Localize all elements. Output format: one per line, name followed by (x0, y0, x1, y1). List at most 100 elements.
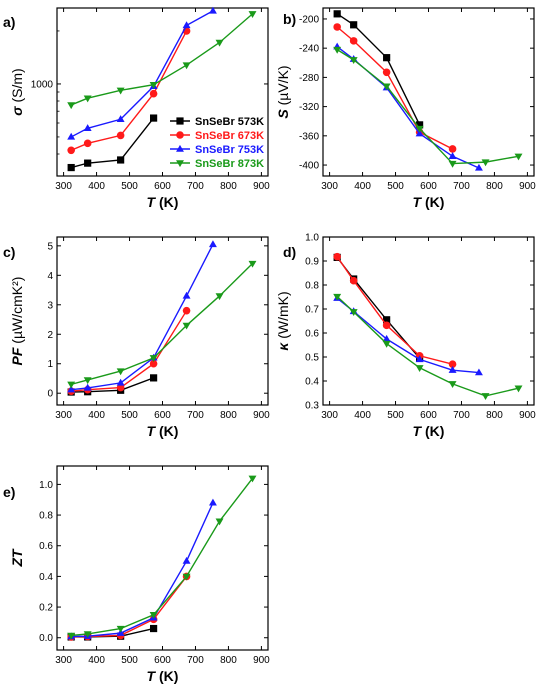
data-point (481, 393, 490, 401)
data-point (349, 309, 358, 317)
data-point (382, 321, 391, 330)
data-point (149, 114, 158, 122)
data-point (67, 163, 75, 172)
data-point (382, 83, 391, 91)
data-point (383, 54, 391, 62)
series-line (336, 297, 480, 374)
data-point (382, 340, 391, 348)
x-tick-label: 400 (88, 410, 105, 421)
x-axis-label: T (K) (147, 194, 179, 210)
data-point (215, 518, 224, 526)
y-tick-label: -400 (299, 161, 319, 172)
data-point (215, 293, 224, 301)
data-point (415, 129, 424, 137)
y-tick-label: -280 (299, 73, 319, 84)
data-point (481, 159, 490, 167)
data-point (149, 359, 158, 368)
data-point (117, 156, 125, 164)
y-axis-label: PF (µW/cmK²) (9, 277, 25, 366)
x-tick-label: 600 (154, 181, 171, 192)
x-tick-label: 300 (55, 410, 72, 421)
x-tick-label: 800 (486, 181, 503, 192)
legend: SnSeBr 573K SnSeBr 673K SnSeBr 753K SnSeBr … (170, 116, 264, 170)
data-point (67, 146, 75, 155)
x-tick-label: 500 (121, 655, 138, 666)
data-point (349, 276, 358, 285)
panel-d: 300 400 500 600 700 800 900 0.3 0.4 0.5 0.6 0.7 0.8 0… (275, 233, 536, 440)
x-tick-label: 300 (321, 410, 338, 421)
x-tick-label: 900 (253, 655, 270, 666)
x-tick-label: 500 (121, 181, 138, 192)
y-tick-label: 0.4 (39, 572, 53, 583)
data-point (83, 124, 92, 131)
y-tick-label: 1 (47, 359, 53, 370)
data-point (333, 23, 341, 31)
panel-label: e) (3, 484, 15, 500)
series-line (70, 13, 253, 106)
legend-label: SnSeBr 673K (195, 130, 264, 142)
x-tick-label: 400 (354, 410, 371, 421)
series-line (336, 46, 480, 169)
panel-label: b) (283, 11, 296, 27)
x-tick-label: 400 (88, 181, 105, 192)
data-point (382, 334, 391, 342)
data-point (383, 316, 391, 324)
data-point (448, 152, 457, 159)
x-axis-label: T (K) (413, 194, 445, 210)
y-tick-label: 1.0 (305, 233, 319, 244)
y-tick-label: 5 (47, 241, 53, 252)
y-tick-label: 0.6 (305, 329, 319, 340)
y-tick-label: -200 (299, 14, 319, 25)
data-point (149, 612, 158, 619)
data-point (116, 625, 125, 633)
x-tick-label: 600 (154, 655, 171, 666)
data-point (83, 95, 92, 103)
y-axis-label: ZT (9, 548, 25, 568)
data-point (149, 374, 158, 382)
y-tick-label: 1000 (31, 79, 54, 90)
data-point (448, 160, 457, 168)
x-tick-label: 300 (55, 655, 72, 666)
data-point (116, 368, 125, 376)
series-line (336, 296, 519, 397)
data-point (182, 62, 191, 70)
x-tick-label: 600 (420, 410, 437, 421)
y-tick-label: 0.4 (305, 377, 319, 388)
data-point (215, 39, 224, 47)
data-point (67, 381, 76, 389)
x-tick-label: 800 (220, 410, 237, 421)
plot-frame (322, 7, 535, 177)
data-point (116, 131, 125, 140)
series-line (71, 244, 214, 391)
series-line (70, 30, 188, 151)
x-tick-label: 300 (321, 181, 338, 192)
data-point (67, 102, 76, 110)
y-tick-label: 0.8 (39, 511, 53, 522)
series-line (71, 477, 254, 637)
x-tick-label: 700 (187, 410, 204, 421)
legend-label: SnSeBr 753K (195, 144, 264, 156)
panel-a: 300 400 500 600 700 800 900 1000 T (K) σ (S/m) a) S… (3, 6, 270, 210)
data-point (350, 21, 358, 29)
x-axis-label: T (K) (147, 423, 179, 439)
data-point (83, 631, 92, 639)
legend-label: SnSeBr 873K (195, 158, 264, 170)
data-point (333, 293, 342, 301)
data-point (333, 46, 342, 54)
data-point (67, 132, 76, 140)
data-point (116, 115, 125, 122)
y-axis-label: σ (S/m) (9, 68, 25, 115)
data-point (83, 377, 92, 385)
data-point (182, 573, 191, 581)
series-line (70, 10, 214, 138)
x-tick-label: 500 (121, 410, 138, 421)
data-point (84, 159, 92, 167)
panel-label: d) (283, 244, 296, 260)
data-point (208, 240, 217, 248)
x-tick-label: 800 (220, 655, 237, 666)
x-tick-label: 900 (519, 410, 536, 421)
legend-label: SnSeBr 573K (195, 116, 264, 128)
panel-label: a) (3, 14, 15, 30)
x-tick-label: 400 (88, 655, 105, 666)
y-axis-label: κ (W/mK) (275, 291, 291, 350)
